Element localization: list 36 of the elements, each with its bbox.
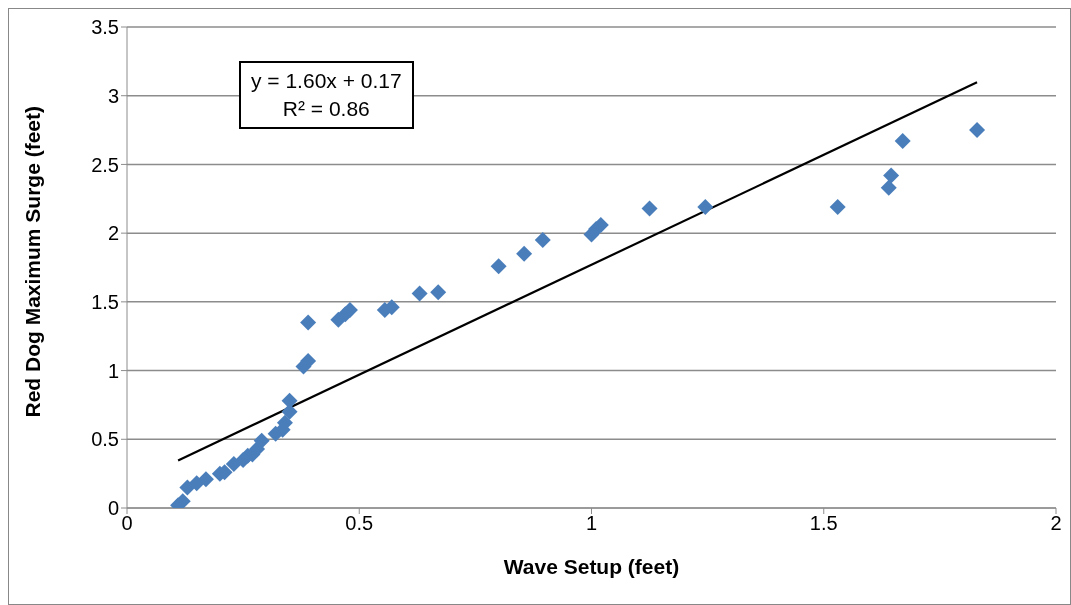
y-tick-label: 0 xyxy=(107,497,119,520)
point xyxy=(829,199,846,216)
x-tick-label: 0.5 xyxy=(345,512,374,535)
y-tick-label: 2 xyxy=(107,222,119,245)
point xyxy=(430,284,447,301)
point xyxy=(253,432,270,449)
point xyxy=(300,314,317,331)
point xyxy=(516,245,533,262)
x-tick-label: 1.5 xyxy=(809,512,838,535)
point xyxy=(641,200,658,217)
y-tick-label: 2.5 xyxy=(91,153,119,176)
point xyxy=(225,456,242,473)
annotation: R² = 0.86 xyxy=(281,96,371,122)
point xyxy=(281,392,298,409)
y-tick-label: 0.5 xyxy=(91,428,119,451)
x-tick-label: 0 xyxy=(121,512,133,535)
point xyxy=(197,471,214,488)
point xyxy=(174,493,191,508)
x-tick-label: 1 xyxy=(585,512,598,535)
point xyxy=(341,302,358,319)
y-tick-label: 3.5 xyxy=(91,16,119,39)
point xyxy=(894,133,911,150)
point xyxy=(697,199,714,216)
y-tick-label: 1.5 xyxy=(91,290,119,313)
point xyxy=(411,285,428,302)
x-axis-title: Wave Setup (feet) xyxy=(503,555,680,578)
annotation: y = 1.60x + 0.17 xyxy=(251,68,402,94)
point xyxy=(490,258,507,275)
y-axis-title: Red Dog Maximum Surge (feet) xyxy=(21,105,45,418)
y-tick-label: 1 xyxy=(107,359,119,382)
point xyxy=(534,232,551,249)
x-tick-label: 2 xyxy=(1050,512,1062,535)
point xyxy=(883,167,900,184)
point xyxy=(969,122,986,139)
y-tick-label: 3 xyxy=(107,84,119,107)
point xyxy=(880,179,897,196)
